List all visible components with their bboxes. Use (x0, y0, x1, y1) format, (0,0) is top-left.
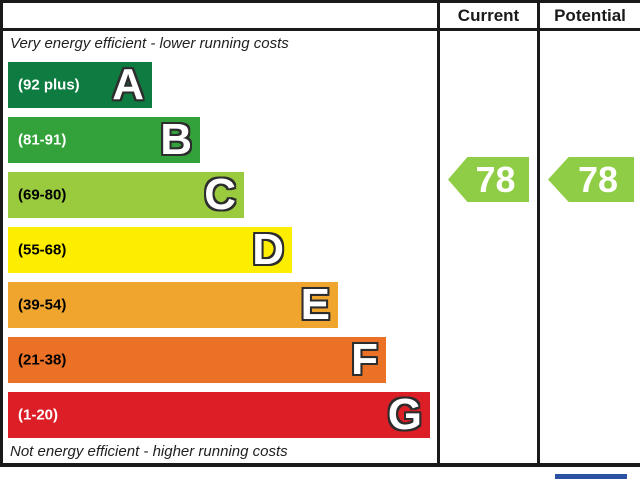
rating-band-b: (81-91) B (8, 117, 200, 163)
rating-band-a: (92 plus) A (8, 62, 152, 108)
potential-rating-value: 78 (577, 158, 619, 200)
band-range-label: (1-20) (18, 406, 59, 424)
band-letter: C (204, 170, 236, 219)
table-border-left (0, 0, 3, 467)
blue-banner-fragment (555, 474, 627, 479)
column-divider-current (437, 0, 440, 467)
band-range-label: (69-80) (18, 186, 67, 204)
column-header-potential: Potential (554, 5, 626, 25)
rating-band-f: (21-38) F (8, 337, 386, 383)
band-letter: G (387, 390, 422, 439)
band-letter: B (160, 115, 192, 164)
band-letter: D (252, 225, 284, 274)
band-letter: E (300, 280, 330, 329)
table-border-bottom (0, 463, 640, 467)
potential-rating-arrow: 78 (548, 157, 634, 202)
rating-band-c: (69-80) C (8, 172, 244, 218)
column-divider-potential (537, 0, 540, 467)
caption-very-efficient: Very energy efficient - lower running co… (10, 35, 289, 52)
rating-band-d: (55-68) D (8, 227, 292, 273)
band-letter: A (112, 60, 144, 109)
table-border-top (0, 0, 640, 3)
current-rating-value: 78 (475, 158, 516, 200)
band-range-label: (92 plus) (18, 76, 80, 94)
band-range-label: (39-54) (18, 296, 67, 314)
rating-band-e: (39-54) E (8, 282, 338, 328)
rating-band-g: (1-20) G (8, 392, 430, 438)
header-separator-line (0, 28, 640, 31)
column-header-current: Current (457, 5, 520, 25)
band-range-label: (55-68) (18, 241, 67, 259)
band-range-label: (81-91) (18, 131, 67, 149)
caption-not-efficient: Not energy efficient - higher running co… (10, 443, 288, 460)
band-letter: F (351, 335, 378, 384)
current-rating-arrow: 78 (448, 157, 529, 202)
band-range-label: (21-38) (18, 351, 67, 369)
